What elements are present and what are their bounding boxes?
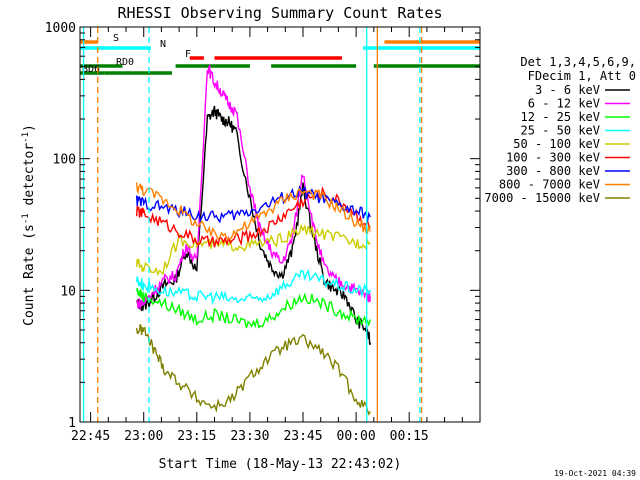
x-axis-ticks: 22:45 23:00 23:15 23:30 23:45 00:00 00:15 — [71, 27, 463, 444]
y-axis-label: Count Rate (s-1 detector-1) — [21, 124, 37, 326]
y-tick-label: 10 — [60, 284, 76, 299]
series-line-6-12-kev — [136, 63, 371, 309]
footer-date: 19-Oct-2021 04:39 — [554, 469, 636, 478]
x-tick-label: 23:00 — [124, 429, 163, 444]
legend-label-300-800-kev: 300 - 800 keV — [506, 164, 600, 178]
x-tick-label: 23:30 — [230, 429, 269, 444]
series-line-50-100-kev — [135, 223, 371, 277]
chart-title: RHESSI Observing Summary Count Rates — [117, 4, 442, 22]
x-tick-label: 23:45 — [283, 429, 322, 444]
flag-label-rd0: RD0 — [116, 57, 134, 68]
flag-label-bd6: BD6 — [82, 64, 100, 75]
plot-series — [135, 63, 371, 416]
legend: Det 1,3,4,5,6,9,FDecim 1, Att 03 - 6 keV… — [484, 55, 636, 205]
plot-frame — [79, 26, 481, 423]
y-tick-label: 1 — [68, 416, 76, 431]
legend-label-3-6-kev: 3 - 6 keV — [535, 83, 600, 97]
y-axis-ticks: 1 10 100 1000 — [45, 21, 480, 431]
y-tick-label: 100 — [53, 153, 76, 168]
flag-label-n: N — [160, 39, 166, 50]
x-tick-label: 22:45 — [71, 429, 110, 444]
series-line-7000-15000-kev — [135, 323, 371, 416]
y-tick-label: 1000 — [45, 21, 76, 36]
legend-header: Det 1,3,4,5,6,9, — [520, 55, 636, 69]
legend-label-50-100-kev: 50 - 100 keV — [513, 137, 600, 151]
series-line-12-25-kev — [135, 287, 371, 329]
x-tick-label: 00:00 — [337, 429, 376, 444]
legend-header: FDecim 1, Att 0 — [528, 69, 636, 83]
x-tick-label: 23:15 — [177, 429, 216, 444]
legend-label-800-7000-kev: 800 - 7000 keV — [499, 178, 600, 192]
legend-label-12-25-kev: 12 - 25 keV — [521, 110, 600, 124]
vertical-markers — [82, 27, 423, 422]
series-line-25-50-kev — [135, 268, 371, 305]
mode-flags: S N F RD0 BD6 — [80, 33, 480, 75]
legend-label-100-300-kev: 100 - 300 keV — [506, 151, 600, 165]
x-axis-label: Start Time (18-May-13 22:43:02) — [159, 457, 402, 472]
legend-label-6-12-kev: 6 - 12 keV — [528, 97, 600, 111]
flag-label-s: S — [113, 33, 119, 44]
flag-label-f: F — [185, 49, 191, 60]
series-line-300-800-kev — [135, 185, 371, 224]
legend-label-25-50-kev: 25 - 50 keV — [521, 124, 600, 138]
x-tick-label: 00:15 — [390, 429, 429, 444]
legend-label-7000-15000-kev: 7000 - 15000 keV — [484, 191, 600, 205]
series-line-800-7000-kev — [135, 182, 371, 241]
series-line-3-6-kev — [135, 105, 371, 345]
